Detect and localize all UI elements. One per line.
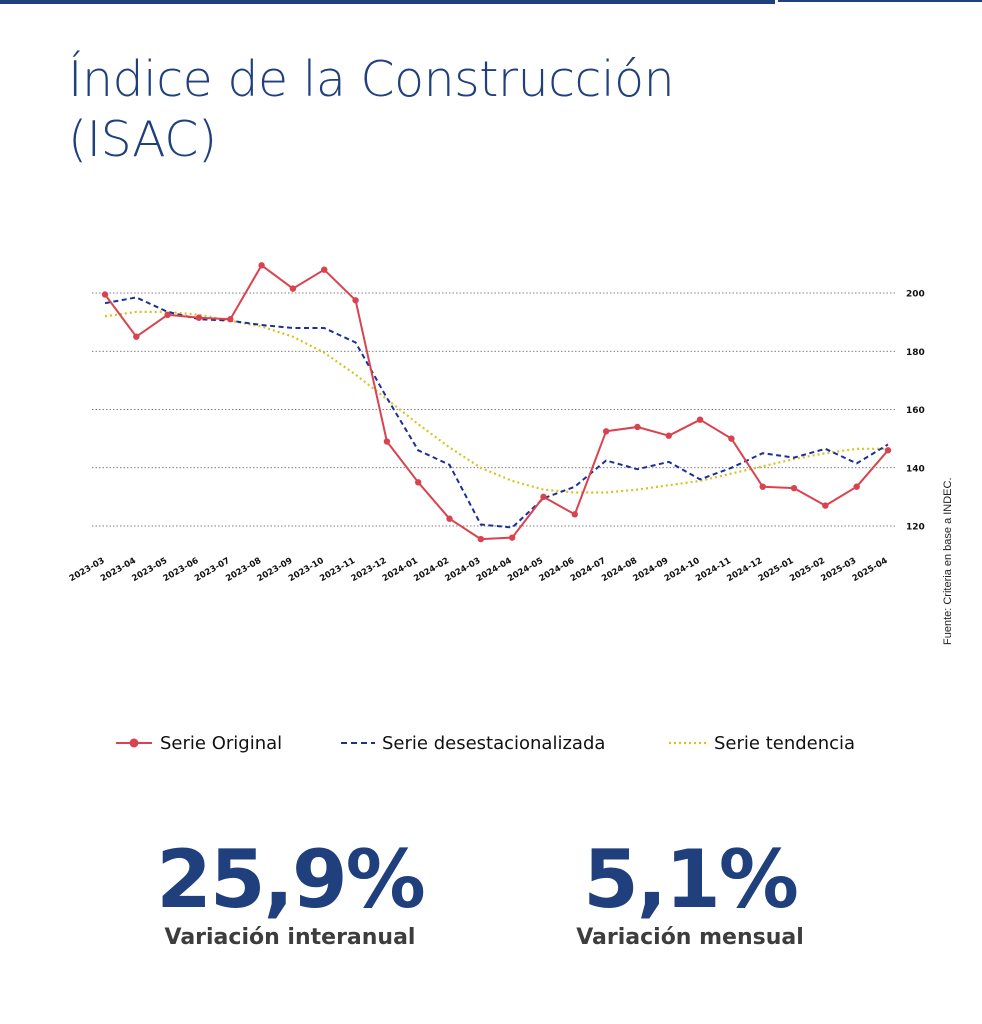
legend-label-tendencia: Serie tendencia xyxy=(714,732,856,754)
page-title: Índice de la Construcción (ISAC) xyxy=(68,50,908,170)
point-original-2023-11 xyxy=(352,297,359,304)
legend-item-desest: Serie desestacionalizada xyxy=(340,728,605,758)
isac-line-chart: 120 140 160 180 200 2023-032023-042023-05202… xyxy=(68,262,925,584)
point-original-2024-01 xyxy=(415,479,422,486)
point-original-2024-04 xyxy=(508,534,516,541)
point-original-2024-11 xyxy=(728,435,735,442)
top-accent-bar xyxy=(0,0,775,4)
y-tick-200: 200 xyxy=(906,290,925,300)
kpi-mensual: 5,1% Variación mensual xyxy=(560,838,820,952)
series-markers xyxy=(101,262,892,543)
point-original-2024-12 xyxy=(759,483,766,490)
point-original-2024-09 xyxy=(665,432,672,439)
point-original-2025-02 xyxy=(822,502,829,509)
chart-legend: Serie Original Serie desestacionalizada … xyxy=(0,728,982,758)
point-original-2024-05 xyxy=(540,493,547,501)
point-original-2023-08 xyxy=(258,262,265,269)
title-line-2: (ISAC) xyxy=(68,111,217,168)
kpi-mensual-label: Variación mensual xyxy=(576,925,804,950)
point-original-2025-03 xyxy=(853,483,860,490)
series-line-tendencia xyxy=(104,310,888,494)
x-tick-labels: 2023-032023-042023-052023-062023-072023-… xyxy=(68,556,890,584)
point-original-2024-02 xyxy=(446,515,453,522)
legend-swatch-tendencia xyxy=(669,741,707,745)
source-note: Fuente: Criteria en base a INDEC. xyxy=(942,477,954,645)
kpi-interanual-label: Variación interanual xyxy=(164,925,416,950)
y-tick-160: 160 xyxy=(906,406,925,416)
x-tick-2025-04: 2025-04 xyxy=(851,556,890,584)
point-original-2024-03 xyxy=(477,535,485,543)
kpi-mensual-value: 5,1% xyxy=(583,833,799,926)
legend-item-tendencia: Serie tendencia xyxy=(668,728,855,758)
title-line-1: Índice de la Construcción xyxy=(68,51,675,108)
series-line-desest xyxy=(104,296,889,529)
legend-label-original: Serie Original xyxy=(160,732,283,754)
point-original-2024-06 xyxy=(571,511,578,518)
y-tick-180: 180 xyxy=(906,348,925,358)
legend-label-desest: Serie desestacionalizada xyxy=(382,732,606,754)
kpi-interanual-value: 25,9% xyxy=(156,833,426,926)
point-original-2025-04 xyxy=(884,447,892,454)
legend-item-original: Serie Original xyxy=(114,728,282,758)
top-accent-bar-thin xyxy=(778,0,982,2)
point-original-2024-10 xyxy=(696,416,704,423)
point-original-2024-07 xyxy=(602,428,610,435)
point-original-2023-06 xyxy=(195,314,203,321)
point-original-2023-12 xyxy=(383,438,391,445)
point-original-2025-01 xyxy=(790,484,798,492)
kpi-interanual: 25,9% Variación interanual xyxy=(140,838,440,952)
point-original-2023-03 xyxy=(101,291,109,298)
series-line-original xyxy=(104,264,889,541)
point-original-2023-09 xyxy=(289,285,297,292)
point-original-2024-08 xyxy=(634,423,641,431)
point-original-2023-05 xyxy=(164,311,171,319)
y-tick-120: 120 xyxy=(906,523,925,533)
y-tick-140: 140 xyxy=(906,464,925,474)
point-original-2023-07 xyxy=(227,316,234,323)
point-original-2023-10 xyxy=(321,266,328,273)
grid-lines xyxy=(92,292,895,527)
legend-swatch-desest xyxy=(341,742,375,744)
point-original-2023-04 xyxy=(133,333,140,340)
legend-swatch-original xyxy=(116,738,152,748)
y-tick-labels: 120 140 160 180 200 xyxy=(906,290,925,533)
series-lines xyxy=(104,264,889,541)
